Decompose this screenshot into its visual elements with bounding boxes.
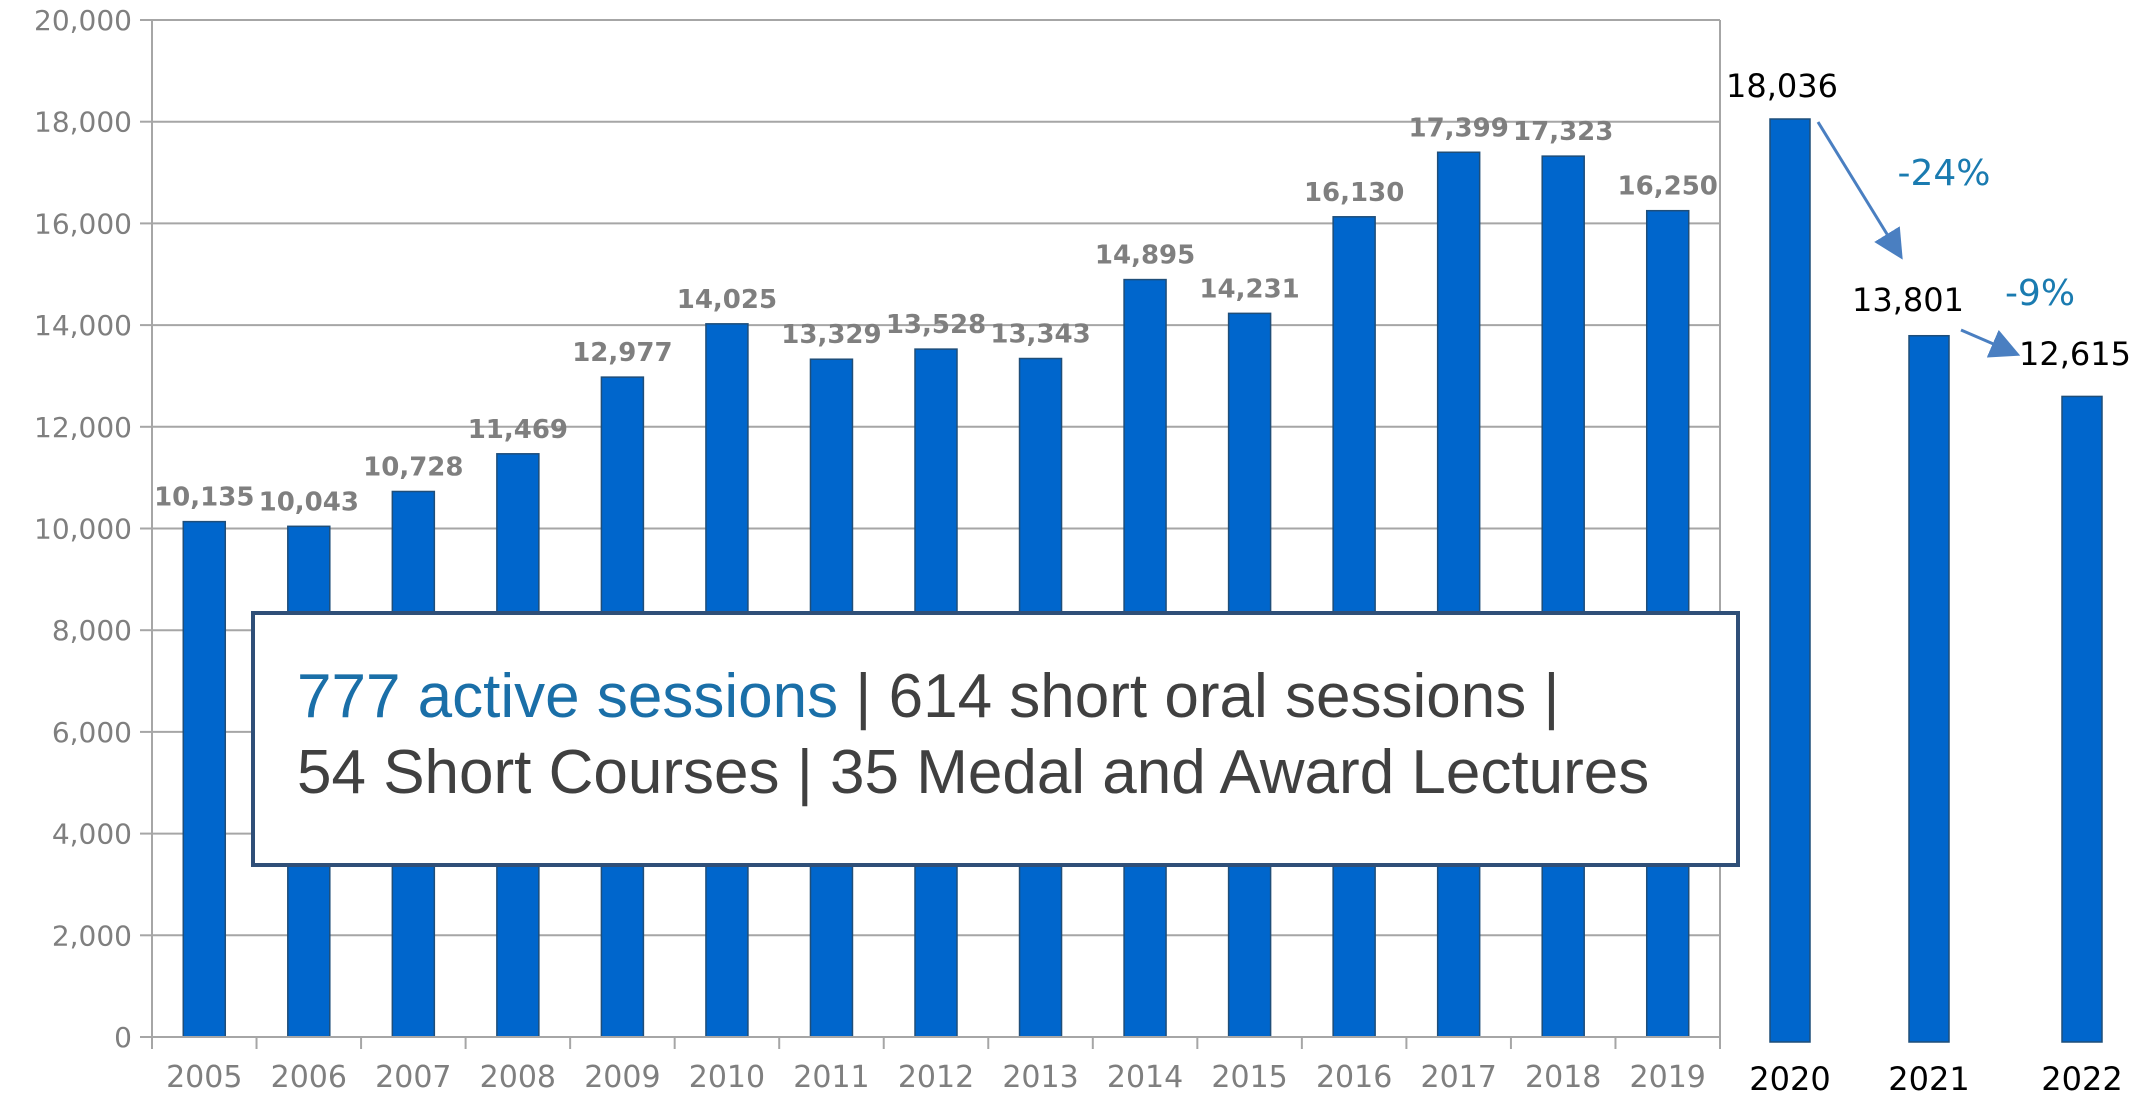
y-tick-label: 6,000 (52, 716, 132, 749)
data-label: 12,615 (2019, 335, 2131, 373)
x-tick-label: 2016 (1316, 1060, 1392, 1095)
bar (1436, 151, 1481, 1038)
data-label: 18,036 (1726, 67, 1838, 105)
x-tick-label: 2019 (1630, 1060, 1706, 1095)
callout-box: 777 active sessions | 614 short oral ses… (251, 611, 1740, 867)
data-label: 17,399 (1408, 113, 1508, 143)
y-tick-label: 8,000 (52, 614, 132, 647)
y-tick-label: 18,000 (34, 106, 132, 139)
data-label: 14,231 (1199, 274, 1299, 304)
x-tick-label: 2011 (793, 1060, 869, 1095)
x-tick-label: 2017 (1420, 1060, 1496, 1095)
bar (2061, 395, 2103, 1043)
x-tick-label: 2013 (1002, 1060, 1078, 1095)
data-label: 10,728 (363, 452, 463, 482)
x-tick-label: 2021 (1888, 1060, 1969, 1098)
y-tick-label: 0 (114, 1021, 132, 1054)
x-tick-label: 2012 (898, 1060, 974, 1095)
data-label: 13,528 (886, 310, 986, 340)
data-label: 17,323 (1513, 117, 1613, 147)
callout-line-2: 54 Short Courses | 35 Medal and Award Le… (297, 738, 1650, 807)
data-label: 13,801 (1852, 281, 1964, 319)
bar (1541, 155, 1585, 1038)
bar (1769, 118, 1811, 1043)
data-label: 10,043 (259, 487, 359, 517)
y-tick-label: 12,000 (34, 411, 132, 444)
bar (1908, 334, 1950, 1043)
data-label: 14,895 (1095, 241, 1195, 271)
data-label: 13,329 (781, 320, 881, 350)
arrow-2020-2021 (1816, 121, 1903, 260)
x-tick-label: 2010 (689, 1060, 765, 1095)
y-tick-label: 16,000 (34, 207, 132, 240)
data-label: 16,130 (1304, 178, 1404, 208)
callout-text: | 614 short oral sessions | (838, 662, 1560, 731)
x-tick-label: 2008 (480, 1060, 556, 1095)
x-tick-label: 2014 (1107, 1060, 1183, 1095)
data-label: 16,250 (1618, 172, 1718, 202)
x-tick-label: 2006 (271, 1060, 347, 1095)
callout-line-1: 777 active sessions | 614 short oral ses… (297, 659, 1736, 735)
data-label: 11,469 (468, 415, 568, 445)
percent-change-label: -24% (1897, 153, 1990, 194)
y-tick-label: 2,000 (52, 919, 132, 952)
x-tick-label: 2015 (1211, 1060, 1287, 1095)
x-tick-label: 2005 (166, 1060, 242, 1095)
x-tick-label: 2022 (2041, 1060, 2122, 1098)
arrow-2021-2022 (1960, 328, 2021, 358)
data-label: 14,025 (677, 285, 777, 315)
y-tick-label: 20,000 (34, 4, 132, 37)
y-tick-label: 10,000 (34, 513, 132, 546)
x-tick-label: 2007 (375, 1060, 451, 1095)
y-tick-label: 14,000 (34, 309, 132, 342)
data-label: 10,135 (154, 483, 254, 513)
y-tick-label: 4,000 (52, 818, 132, 851)
bar (182, 520, 227, 1038)
x-tick-label: 2018 (1525, 1060, 1601, 1095)
callout-highlight: 777 active sessions (297, 662, 839, 731)
data-label: 12,977 (572, 338, 672, 368)
x-tick-label: 2020 (1749, 1060, 1830, 1098)
percent-change-label: -9% (2005, 273, 2075, 314)
data-label: 13,343 (990, 320, 1090, 350)
x-tick-label: 2009 (584, 1060, 660, 1095)
